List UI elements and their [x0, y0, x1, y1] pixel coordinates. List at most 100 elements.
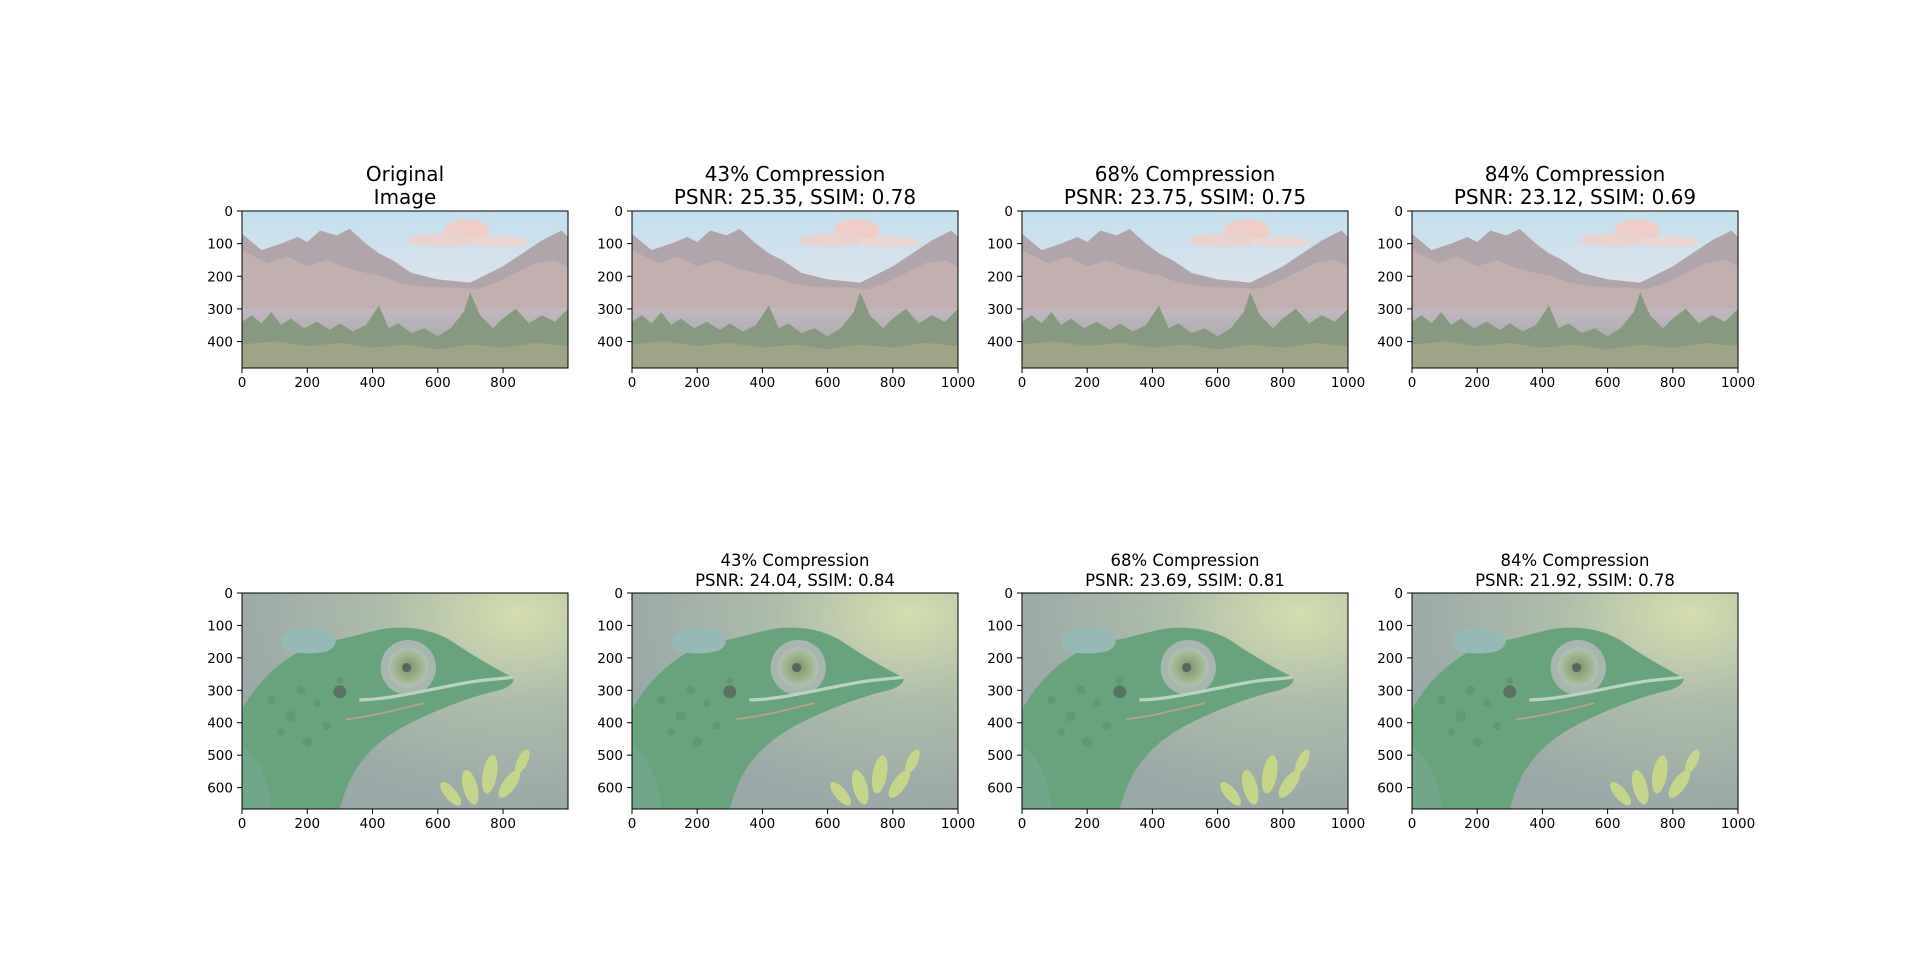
x-tick-label: 400	[360, 816, 386, 832]
panel-title: 84% Compression PSNR: 21.92, SSIM: 0.78	[1475, 551, 1675, 590]
x-tick-label: 0	[238, 375, 247, 391]
chameleon-image	[632, 593, 958, 809]
panel-title-line: Original	[366, 162, 444, 186]
axes-frame	[1411, 210, 1739, 369]
y-tick-label: 0	[1004, 586, 1013, 602]
y-tick-label: 400	[1377, 335, 1403, 351]
x-tick-label: 600	[1205, 375, 1231, 391]
x-tick-label: 1000	[1331, 816, 1365, 832]
x-tick-label: 1000	[1721, 375, 1755, 391]
x-tick-label: 200	[684, 816, 710, 832]
panel-title-line: PSNR: 23.69, SSIM: 0.81	[1085, 571, 1285, 590]
panel-title-line: 68% Compression	[1095, 162, 1276, 186]
x-tick-label: 400	[750, 816, 776, 832]
panel-title-line: 43% Compression	[705, 162, 886, 186]
x-tick-label: 1000	[1331, 375, 1365, 391]
x-tick-label: 400	[1140, 375, 1166, 391]
x-tick-label: 600	[815, 375, 841, 391]
y-tick-label: 600	[1377, 781, 1403, 797]
x-tick-label: 0	[1408, 375, 1417, 391]
landscape-image	[242, 211, 568, 368]
y-tick-label: 400	[597, 716, 623, 732]
y-tick-label: 300	[987, 302, 1013, 318]
axes-frame	[631, 592, 959, 810]
x-tick-label: 800	[880, 375, 906, 391]
y-tick-label: 0	[1004, 204, 1013, 220]
x-tick-label: 0	[238, 816, 247, 832]
panel-title: 68% Compression PSNR: 23.69, SSIM: 0.81	[1085, 551, 1285, 590]
axes-frame	[1021, 210, 1349, 369]
y-tick-label: 200	[987, 651, 1013, 667]
panel-title-line: 84% Compression	[1501, 551, 1650, 570]
y-tick-label: 400	[207, 716, 233, 732]
x-tick-label: 800	[490, 816, 516, 832]
x-tick-label: 200	[1464, 816, 1490, 832]
y-tick-label: 100	[597, 618, 623, 634]
image-panel: 0 200 400 600 800 1000 0 100 200 300 400 500 600 68% …	[987, 551, 1365, 832]
y-tick-label: 300	[597, 302, 623, 318]
x-tick-label: 400	[1530, 816, 1556, 832]
landscape-image	[632, 211, 958, 368]
chameleon-image	[1412, 593, 1738, 809]
x-tick-label: 600	[425, 375, 451, 391]
axes-frame	[241, 592, 569, 810]
image-panel: 0 200 400 600 800 1000 0 100 200 300 400 500 600 43% …	[597, 551, 975, 832]
y-tick-label: 200	[597, 651, 623, 667]
x-tick-label: 200	[1464, 375, 1490, 391]
y-tick-label: 100	[207, 618, 233, 634]
panel-title-line: 43% Compression	[721, 551, 870, 570]
x-tick-label: 800	[1660, 816, 1686, 832]
y-tick-label: 600	[597, 781, 623, 797]
y-tick-label: 500	[207, 748, 233, 764]
x-tick-label: 400	[1530, 375, 1556, 391]
x-tick-label: 0	[1408, 816, 1417, 832]
panel-title-line: PSNR: 24.04, SSIM: 0.84	[695, 571, 895, 590]
x-tick-label: 200	[684, 375, 710, 391]
panel-title-line: PSNR: 25.35, SSIM: 0.78	[674, 185, 916, 209]
y-tick-label: 100	[987, 237, 1013, 253]
y-tick-label: 200	[1377, 269, 1403, 285]
x-tick-label: 200	[294, 375, 320, 391]
y-tick-label: 200	[987, 269, 1013, 285]
y-tick-label: 600	[207, 781, 233, 797]
y-tick-label: 400	[987, 716, 1013, 732]
x-tick-label: 800	[1270, 375, 1296, 391]
y-tick-label: 100	[987, 618, 1013, 634]
panel-title-line: 68% Compression	[1111, 551, 1260, 570]
panel-title-line: 84% Compression	[1485, 162, 1666, 186]
y-tick-label: 0	[614, 586, 623, 602]
image-panel: 0 200 400 600 800 1000 0 100 200 300 400 84% Compre…	[1377, 162, 1755, 391]
axes-frame	[1021, 592, 1349, 810]
x-tick-label: 600	[1595, 816, 1621, 832]
landscape-image	[1022, 211, 1348, 368]
y-tick-label: 300	[1377, 683, 1403, 699]
chameleon-image	[1022, 593, 1348, 809]
x-tick-label: 400	[1140, 816, 1166, 832]
panel-title-line: PSNR: 21.92, SSIM: 0.78	[1475, 571, 1675, 590]
y-tick-label: 500	[1377, 748, 1403, 764]
axes-frame	[1411, 592, 1739, 810]
x-tick-label: 800	[1270, 816, 1296, 832]
y-tick-label: 300	[597, 683, 623, 699]
y-tick-label: 300	[987, 683, 1013, 699]
panel-title-line: PSNR: 23.12, SSIM: 0.69	[1454, 185, 1696, 209]
x-tick-label: 1000	[941, 816, 975, 832]
x-tick-label: 800	[1660, 375, 1686, 391]
panel-title: 43% Compression PSNR: 25.35, SSIM: 0.78	[674, 162, 916, 209]
panel-title: Original Image	[366, 162, 444, 209]
x-tick-label: 400	[360, 375, 386, 391]
y-tick-label: 200	[207, 269, 233, 285]
panel-title: 43% Compression PSNR: 24.04, SSIM: 0.84	[695, 551, 895, 590]
y-tick-label: 500	[597, 748, 623, 764]
x-tick-label: 400	[750, 375, 776, 391]
y-tick-label: 100	[1377, 618, 1403, 634]
image-panel: 0 200 400 600 800 0 100 200 300 400 Original Image	[207, 162, 569, 391]
x-tick-label: 0	[628, 816, 637, 832]
y-tick-label: 100	[207, 237, 233, 253]
y-tick-label: 0	[614, 204, 623, 220]
y-tick-label: 400	[597, 335, 623, 351]
panel-title-line: Image	[374, 185, 437, 209]
panel-title: 68% Compression PSNR: 23.75, SSIM: 0.75	[1064, 162, 1306, 209]
y-tick-label: 200	[1377, 651, 1403, 667]
x-tick-label: 600	[1595, 375, 1621, 391]
